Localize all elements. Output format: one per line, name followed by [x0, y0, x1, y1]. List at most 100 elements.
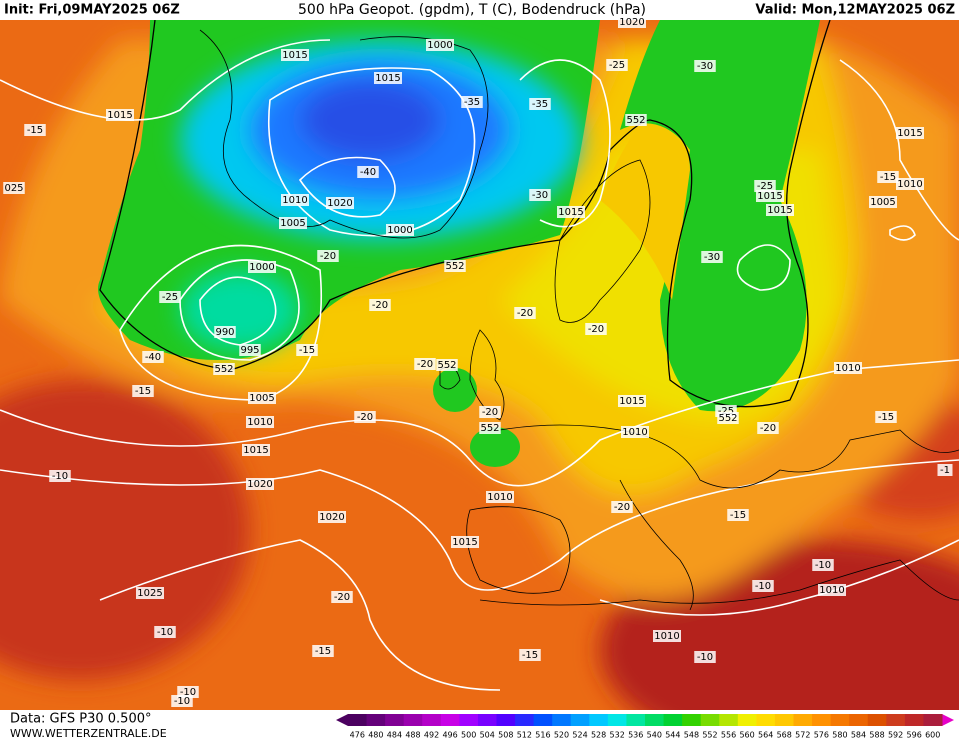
label-box: [142, 351, 164, 363]
label-box: [246, 478, 274, 490]
label-box: [701, 251, 723, 263]
colorbar-swatch: [830, 714, 850, 726]
contour-label: -20: [320, 251, 336, 262]
contour-label: -10: [697, 652, 713, 663]
label-box: [248, 261, 276, 273]
label-box: [611, 501, 633, 513]
contour-label: -1: [940, 465, 950, 476]
colorbar-swatch: [756, 714, 776, 726]
contour-label: -20: [417, 359, 433, 370]
contour-label: -15: [27, 125, 43, 136]
data-source: Data: GFS P30 0.500°: [10, 712, 152, 727]
label-box: [529, 189, 551, 201]
label-box: [369, 299, 391, 311]
colorbar-swatch: [533, 714, 553, 726]
contour-label: -40: [360, 167, 376, 178]
init-time: Init: Fri,09MAY2025 06Z: [4, 3, 180, 18]
colorbar-label: 564: [758, 731, 773, 740]
colorbar-label: 540: [647, 731, 662, 740]
label-box: [296, 344, 318, 356]
contour-label: 1020: [247, 479, 272, 490]
label-box: [621, 426, 649, 438]
label-box: [317, 250, 339, 262]
label-box: [754, 180, 776, 192]
contour-label: -25: [718, 406, 734, 417]
label-box: [896, 127, 924, 139]
colorbar-label: 592: [888, 731, 903, 740]
contour-label: 1010: [622, 427, 647, 438]
colorbar-swatch: [645, 714, 665, 726]
label-box: [414, 358, 436, 370]
label-box: [239, 344, 261, 356]
green-region-east: [620, 20, 820, 412]
green-cell: [433, 368, 477, 412]
label-box: [479, 422, 501, 434]
colorbar-swatch: [403, 714, 423, 726]
colorbar-label: 508: [498, 731, 513, 740]
label-box: [625, 114, 647, 126]
colorbar-label: 588: [869, 731, 884, 740]
label-box: [248, 392, 276, 404]
valid-time: Valid: Mon,12MAY2025 06Z: [755, 3, 955, 18]
yellow-tongue: [600, 125, 690, 300]
contour-label: -20: [334, 592, 350, 603]
label-box: [653, 630, 681, 642]
contour-label: 1015: [243, 445, 268, 456]
label-box: [937, 464, 953, 476]
label-box: [281, 49, 309, 61]
colorbar-label: 512: [517, 731, 532, 740]
map-area: [0, 20, 959, 710]
colorbar-label: 536: [628, 731, 643, 740]
label-box: [354, 411, 376, 423]
colorbar-swatch: [589, 714, 609, 726]
contour-label: 1010: [282, 195, 307, 206]
label-box: [331, 591, 353, 603]
colorbar-swatch: [737, 714, 757, 726]
552-contour: [99, 20, 831, 408]
contour-label: -30: [704, 252, 720, 263]
colorbar-swatch: [904, 714, 924, 726]
colorbar-label: 584: [851, 731, 866, 740]
colorbar-swatch: [812, 714, 832, 726]
colorbar: 476 480 484 488 492 496 500 504 508 512 516 520 524 5…: [336, 714, 954, 740]
contour-label: -15: [880, 172, 896, 183]
colorbar-swatch: [700, 714, 720, 726]
label-box: [213, 363, 235, 375]
contour-label: 1015: [452, 537, 477, 548]
label-box: [519, 649, 541, 661]
label-box: [514, 307, 536, 319]
label-box: [896, 178, 924, 190]
contour-label: -25: [757, 181, 773, 192]
label-box: [727, 509, 749, 521]
label-box: [869, 196, 897, 208]
label-box: [214, 326, 236, 338]
isobars: [0, 39, 959, 691]
contour-label: -35: [532, 99, 548, 110]
contour-label: -15: [522, 650, 538, 661]
colorbar-label: 532: [610, 731, 625, 740]
label-box: [618, 395, 646, 407]
colorbar-label: 596: [907, 731, 922, 740]
label-box: [318, 511, 346, 523]
contour-label: -20: [482, 407, 498, 418]
label-box: [752, 580, 774, 592]
website: WWW.WETTERZENTRALE.DE: [10, 727, 167, 740]
contour-label: 1020: [327, 198, 352, 209]
contour-label: 552: [445, 261, 464, 272]
header-bar: [0, 0, 959, 20]
label-box: [812, 559, 834, 571]
label-box: [877, 171, 899, 183]
colorbar-label: 552: [702, 731, 717, 740]
contour-label: -20: [588, 324, 604, 335]
contour-label: -40: [145, 352, 161, 363]
contour-label: 1005: [280, 218, 305, 229]
colorbar-swatch: [422, 714, 442, 726]
label-box: [529, 98, 551, 110]
contour-label: -10: [174, 696, 190, 707]
contour-label: 995: [240, 345, 259, 356]
colorbar-swatch: [793, 714, 813, 726]
colorbar-swatch: [682, 714, 702, 726]
contour-label: 552: [718, 413, 737, 424]
colorbar-swatch: [552, 714, 572, 726]
